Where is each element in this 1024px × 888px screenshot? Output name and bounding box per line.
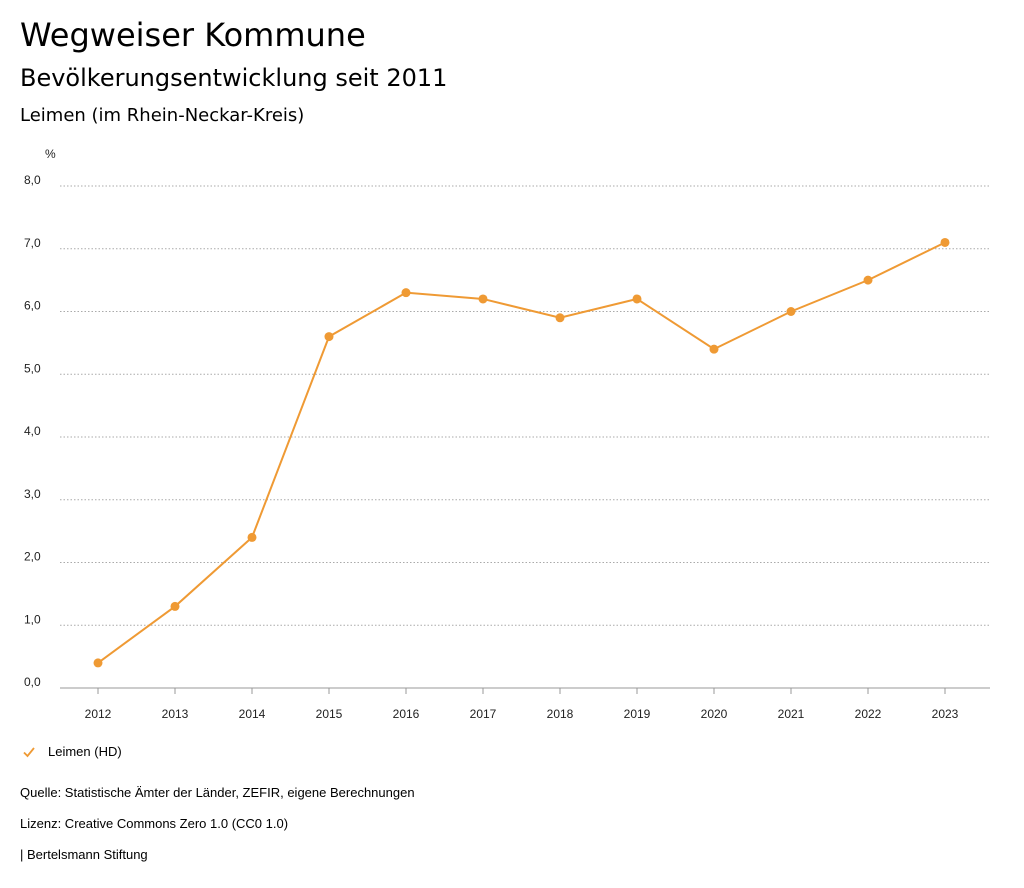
x-tick-label: 2023 — [932, 707, 959, 721]
data-point — [401, 288, 411, 298]
data-point — [632, 294, 642, 304]
x-tick-label: 2017 — [470, 707, 497, 721]
legend-label: Leimen (HD) — [48, 744, 122, 759]
x-tick-label: 2013 — [162, 707, 189, 721]
data-point — [555, 313, 565, 323]
x-tick-label: 2018 — [547, 707, 574, 721]
chart-subtitle: Bevölkerungsentwicklung seit 2011 — [20, 64, 448, 92]
line-chart: % 0,0 1,0 2,0 3,0 4,0 5,0 6,0 7,0 8,0 2012 2013 2014… — [24, 147, 990, 721]
publisher-note: | Bertelsmann Stiftung — [20, 847, 148, 862]
y-tick-label: 7,0 — [24, 236, 41, 250]
data-point — [324, 332, 334, 342]
y-tick-label: 0,0 — [24, 675, 41, 689]
source-note: Quelle: Statistische Ämter der Länder, Z… — [20, 785, 415, 800]
legend-item[interactable]: Leimen (HD) — [22, 744, 122, 759]
y-tick-label: 1,0 — [24, 612, 41, 626]
x-tick-label: 2016 — [393, 707, 420, 721]
data-point — [93, 658, 103, 668]
y-axis-unit-label: % — [45, 147, 56, 161]
x-tick-label: 2012 — [85, 707, 112, 721]
y-tick-label: 5,0 — [24, 361, 41, 375]
data-point — [709, 344, 719, 354]
x-tick-label: 2014 — [239, 707, 266, 721]
data-point — [247, 532, 257, 542]
data-point — [863, 275, 873, 285]
y-tick-label: 4,0 — [24, 424, 41, 438]
x-tick-label: 2019 — [624, 707, 651, 721]
checkmark-icon — [23, 746, 35, 757]
y-tick-label: 8,0 — [24, 173, 41, 187]
region-label: Leimen (im Rhein-Neckar-Kreis) — [20, 105, 305, 126]
chart-title: Wegweiser Kommune — [20, 16, 366, 54]
x-tick-label: 2021 — [778, 707, 805, 721]
data-point — [170, 601, 180, 611]
x-tick-label: 2015 — [316, 707, 343, 721]
data-point — [478, 294, 488, 304]
y-tick-label: 6,0 — [24, 299, 41, 313]
y-tick-label: 3,0 — [24, 487, 41, 501]
data-point — [940, 237, 950, 247]
x-tick-label: 2022 — [855, 707, 882, 721]
series-line — [97, 241, 946, 664]
license-note: Lizenz: Creative Commons Zero 1.0 (CC0 1… — [20, 816, 289, 831]
data-point — [786, 307, 796, 316]
y-tick-label: 2,0 — [24, 550, 41, 564]
x-tick-label: 2020 — [701, 707, 728, 721]
